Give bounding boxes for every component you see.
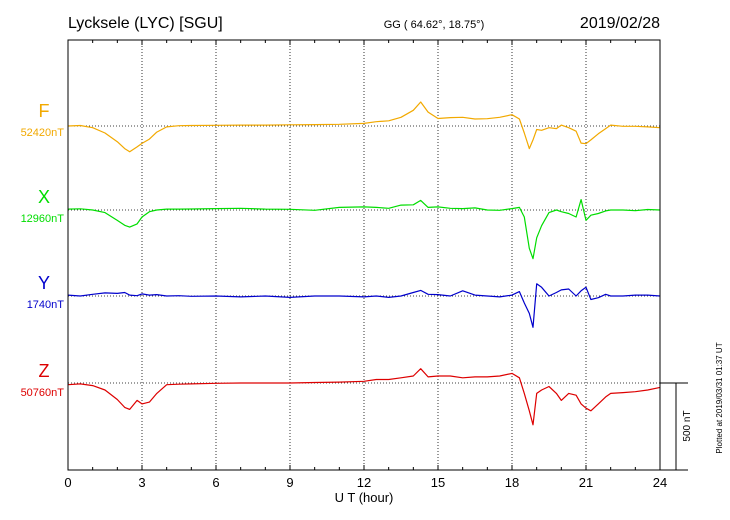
series-name-Y: Y: [38, 273, 50, 293]
x-axis-ticks: 0 3 6 9 12 15 18 21 24: [64, 40, 667, 490]
data-traces: [67, 101, 661, 426]
x-axis-label: U T (hour): [335, 490, 394, 505]
x-tick-label: 15: [431, 475, 445, 490]
x-tick-label: 12: [357, 475, 371, 490]
baseline-references: [68, 125, 660, 384]
plot-date: 2019/02/28: [580, 15, 660, 32]
series-name-Z: Z: [39, 361, 50, 381]
series-name-X: X: [38, 187, 50, 207]
x-tick-label: 0: [64, 475, 71, 490]
series-baseline-X: 12960nT: [21, 213, 65, 225]
series-baseline-Z: 50760nT: [21, 387, 65, 399]
x-tick-label: 24: [653, 475, 667, 490]
series-baseline-Y: 1740nT: [27, 299, 65, 311]
series-labels: F 52420nT X 12960nT Y 1740nT Z 50760nT: [21, 101, 65, 399]
x-tick-label: 9: [286, 475, 293, 490]
x-tick-label: 18: [505, 475, 519, 490]
plot-frame: [67, 39, 661, 471]
trace-X: [67, 199, 661, 260]
trace-Y: [67, 283, 661, 328]
station-title: Lycksele (LYC) [SGU]: [68, 15, 223, 32]
scale-bar-label: 500 nT: [682, 410, 693, 441]
scale-bar: 500 nT: [660, 382, 693, 471]
plot-timestamp: Plotted at 2019/03/31 01:37 UT: [715, 342, 724, 453]
geo-coords: GG ( 64.62°, 18.75°): [384, 19, 485, 31]
x-tick-label: 3: [138, 475, 145, 490]
grid-lines: [141, 40, 587, 470]
trace-Z: [67, 368, 661, 426]
x-tick-label: 21: [579, 475, 593, 490]
series-baseline-F: 52420nT: [21, 127, 65, 139]
x-tick-label: 6: [212, 475, 219, 490]
trace-F: [67, 101, 661, 153]
series-name-F: F: [39, 101, 50, 121]
